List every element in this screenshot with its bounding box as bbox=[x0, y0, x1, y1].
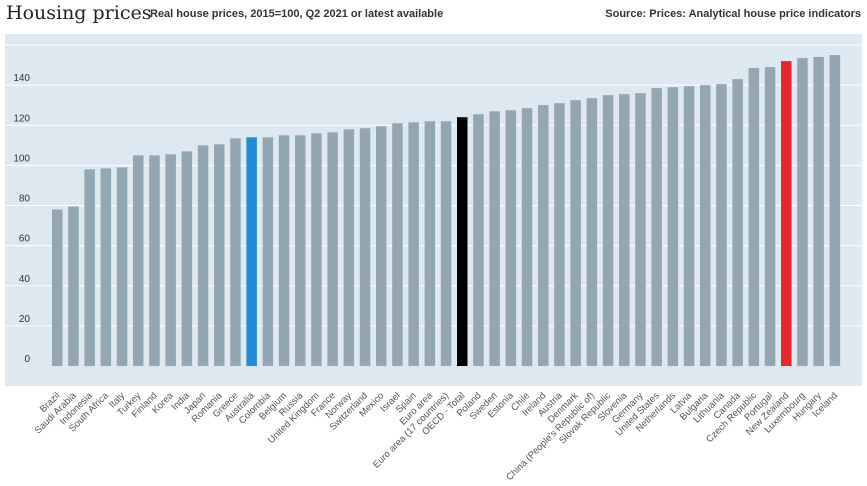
bar bbox=[376, 126, 387, 366]
bar bbox=[327, 132, 338, 366]
bar bbox=[311, 133, 322, 366]
bar bbox=[619, 94, 630, 366]
y-tick-label: 20 bbox=[19, 314, 31, 325]
bar bbox=[424, 121, 436, 366]
bar bbox=[570, 100, 581, 366]
bar bbox=[716, 84, 727, 366]
bar bbox=[52, 209, 63, 366]
bar bbox=[764, 67, 776, 366]
bar bbox=[473, 114, 484, 366]
bar bbox=[278, 135, 290, 366]
bar bbox=[149, 155, 160, 366]
bar bbox=[683, 86, 695, 367]
bar bbox=[797, 58, 808, 367]
bar bbox=[230, 138, 241, 366]
chart-header: Housing prices Real house prices, 2015=1… bbox=[0, 0, 867, 30]
y-tick-label: 60 bbox=[19, 234, 31, 245]
chart-subtitle: Real house prices, 2015=100, Q2 2021 or … bbox=[150, 8, 444, 20]
y-tick-label: 100 bbox=[13, 153, 30, 164]
bar bbox=[408, 122, 419, 366]
bar bbox=[829, 55, 841, 366]
bar bbox=[197, 145, 209, 366]
bar bbox=[133, 155, 144, 366]
bar bbox=[116, 167, 128, 366]
bar bbox=[214, 144, 225, 366]
bar bbox=[538, 105, 549, 366]
bar bbox=[489, 111, 500, 366]
bar bbox=[295, 135, 306, 366]
y-tick-label: 0 bbox=[24, 354, 30, 365]
bar bbox=[440, 121, 452, 366]
bar bbox=[457, 117, 468, 366]
bar bbox=[246, 137, 257, 366]
bar bbox=[343, 129, 355, 366]
bar bbox=[635, 93, 646, 367]
bar bbox=[586, 98, 598, 367]
bar bbox=[602, 95, 614, 366]
y-tick-label: 40 bbox=[19, 274, 31, 285]
bar bbox=[505, 110, 517, 366]
y-tick-label: 120 bbox=[13, 113, 30, 124]
bar bbox=[651, 88, 662, 367]
bar bbox=[181, 151, 193, 366]
y-tick-label: 140 bbox=[13, 73, 30, 84]
bar bbox=[554, 103, 565, 367]
bar bbox=[813, 57, 824, 366]
bar bbox=[732, 79, 743, 366]
bar bbox=[100, 168, 112, 366]
bar bbox=[359, 128, 371, 366]
y-tick-label: 80 bbox=[19, 194, 31, 205]
bar bbox=[392, 123, 403, 367]
bar bbox=[84, 169, 95, 366]
bar bbox=[68, 206, 79, 366]
bar bbox=[165, 154, 176, 366]
bar bbox=[667, 87, 679, 366]
chart-title: Housing prices bbox=[6, 2, 152, 24]
bar bbox=[262, 137, 274, 366]
bar bbox=[521, 108, 533, 367]
bar bbox=[700, 85, 711, 366]
bar bbox=[748, 68, 760, 367]
bar bbox=[781, 61, 792, 367]
chart-source: Source: Prices: Analytical house price i… bbox=[605, 8, 861, 20]
